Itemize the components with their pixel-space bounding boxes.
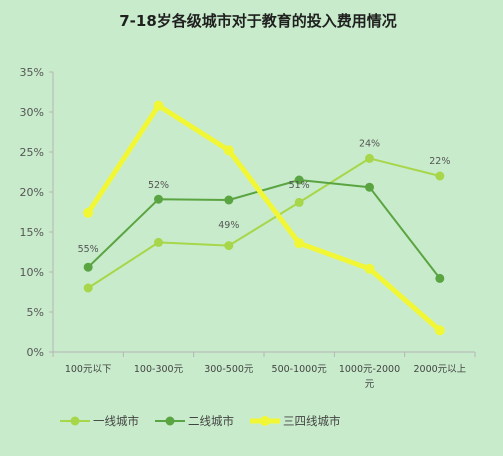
x-tick-label-line: 100元以下 <box>65 364 112 375</box>
legend-label: 二线城市 <box>188 414 234 428</box>
series-2 <box>83 175 445 283</box>
legend-swatch-marker <box>260 416 270 426</box>
data-point <box>294 175 304 185</box>
x-tick-label: 300-500元 <box>204 364 254 375</box>
legend: 一线城市 二线城市 三四线城市 <box>60 414 341 428</box>
data-annotation: 52% <box>148 180 169 191</box>
y-tick-label: 5% <box>27 306 44 319</box>
x-tick-label: 100-300元 <box>134 364 184 375</box>
data-point <box>83 283 93 293</box>
y-tick-label: 30% <box>20 106 44 119</box>
series-3 <box>83 100 445 336</box>
y-tick-label: 25% <box>20 146 44 159</box>
data-point <box>153 100 164 111</box>
series-line <box>87 179 441 280</box>
data-point <box>223 145 234 156</box>
x-tick-label-line: 2000元以上 <box>413 364 466 375</box>
x-tick-label-line: 300-500元 <box>204 364 254 375</box>
data-annotation: 24% <box>359 138 380 149</box>
legend-item: 二线城市 <box>155 414 234 428</box>
legend-label: 一线城市 <box>93 414 139 428</box>
data-point <box>294 197 304 207</box>
legend-swatch-marker <box>70 416 80 426</box>
x-tick-label: 500-1000元 <box>272 364 328 375</box>
data-point <box>224 195 234 205</box>
data-point <box>365 182 374 192</box>
legend-label: 三四线城市 <box>283 414 341 428</box>
y-tick-label: 0% <box>27 346 44 359</box>
y-tick-label: 15% <box>20 226 44 239</box>
data-annotation: 22% <box>429 156 450 167</box>
y-tick-label: 20% <box>20 186 44 199</box>
series-1 <box>83 153 445 293</box>
x-tick-label-line: 100-300元 <box>134 364 184 375</box>
x-tick-label: 100元以下 <box>65 364 112 375</box>
data-point <box>294 238 305 249</box>
data-point <box>154 237 163 247</box>
data-point <box>365 153 374 163</box>
axes: 0% 5% 10% 15% 20% 25% 30% 35% 100元以下 100-300元 300-… <box>20 66 476 390</box>
data-point <box>154 194 163 204</box>
data-point <box>364 263 375 274</box>
series-line <box>87 157 441 289</box>
data-annotation: 51% <box>289 180 310 191</box>
legend-swatch-marker <box>165 416 175 426</box>
data-point <box>83 207 94 218</box>
x-tick-label: 1000元-2000 元 <box>339 364 400 390</box>
x-tick-label-line: 1000元-2000 <box>339 364 400 375</box>
x-tick-label-line: 500-1000元 <box>272 364 328 375</box>
data-point <box>434 325 445 336</box>
data-point <box>435 171 445 181</box>
annotation-layer: 55% 52% 49% 51% 24% 22% <box>78 138 451 255</box>
x-tick-label: 2000元以上 <box>413 364 466 375</box>
data-annotation: 55% <box>78 244 99 255</box>
data-point <box>435 273 445 283</box>
legend-item: 三四线城市 <box>250 414 341 428</box>
data-point <box>224 241 234 251</box>
y-tick-label: 35% <box>20 66 44 79</box>
x-tick-label-line: 元 <box>365 379 375 390</box>
data-point <box>83 262 93 272</box>
chart-title: 7-18岁各级城市对于教育的投入费用情况 <box>119 12 397 30</box>
y-tick-label: 10% <box>20 266 44 279</box>
legend-item: 一线城市 <box>60 414 139 428</box>
series-line <box>85 103 443 333</box>
data-annotation: 49% <box>218 220 239 231</box>
series-layer <box>83 100 445 336</box>
